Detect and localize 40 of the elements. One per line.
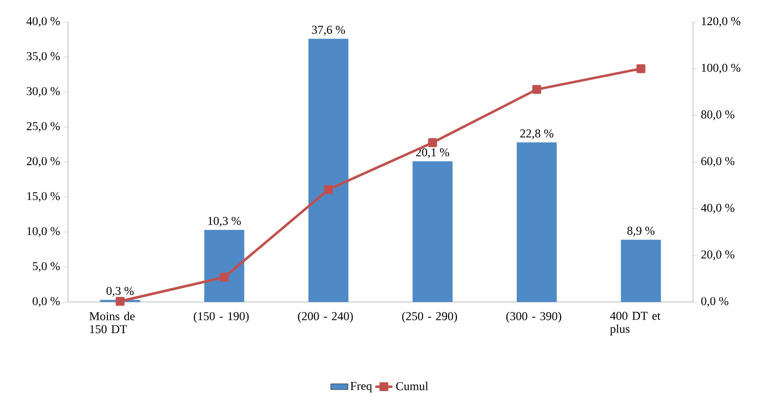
- y2-tick-label: 20,0 %: [701, 250, 734, 260]
- y-tick-label: 30,0 %: [26, 87, 60, 97]
- point: [636, 64, 646, 74]
- bar: [204, 230, 244, 302]
- x-tick-label: (150 - 190): [194, 312, 249, 323]
- y2-tick-label: 80,0 %: [701, 110, 734, 120]
- x-tick-label: (250 - 290): [402, 312, 458, 323]
- legend-label: Cumul: [396, 382, 428, 390]
- point: [116, 296, 125, 306]
- y2-tick-label: 120,0 %: [702, 17, 740, 27]
- y-tick-label: 5,0 %: [32, 262, 60, 272]
- bar: [620, 240, 661, 302]
- y-tick-label: 25,0 %: [26, 122, 60, 132]
- bar: [412, 161, 453, 302]
- data-label: 37,6 %: [312, 26, 345, 36]
- bar: [516, 142, 557, 302]
- y-tick-label: 35,0 %: [26, 52, 60, 62]
- data-label: 0,3 %: [106, 286, 134, 297]
- y2-tick-label: 100,0 %: [702, 64, 740, 74]
- y-tick-label: 10,0 %: [27, 227, 60, 237]
- point: [428, 138, 438, 148]
- data-label: 10,3 %: [208, 216, 241, 227]
- y2-tick-label: 40,0 %: [701, 204, 734, 214]
- y-tick-label: 0,0 %: [32, 297, 60, 307]
- y2-tick-label: 60,0 %: [701, 157, 734, 167]
- data-label: 22,8 %: [520, 129, 554, 140]
- x-tick-label: (300 - 390): [506, 312, 562, 323]
- x-tick-label: 400 DT et plus: [610, 312, 660, 336]
- y2-tick-label: 0,0 %: [701, 297, 728, 307]
- data-label: 8,9 %: [627, 226, 654, 236]
- y-tick-label: 20,0 %: [26, 157, 60, 167]
- x-tick-label: (200 - 240): [298, 312, 353, 323]
- point: [324, 185, 333, 194]
- y-tick-label: 40,0 %: [26, 17, 60, 27]
- y-tick-label: 15,0 %: [27, 192, 60, 202]
- bar: [308, 38, 348, 302]
- x-tick-label: Moins de 150 DT: [89, 312, 135, 334]
- legend-label: Freq: [350, 382, 372, 392]
- point: [220, 272, 229, 282]
- point: [532, 84, 542, 94]
